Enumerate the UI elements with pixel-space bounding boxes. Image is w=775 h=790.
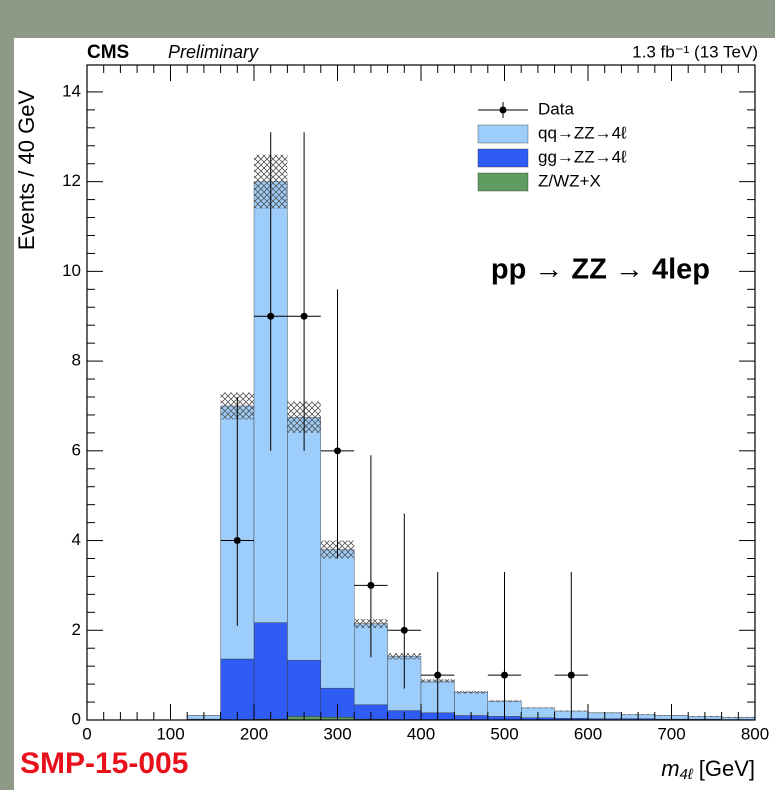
histogram-bar — [220, 658, 255, 720]
x-tick-label: 400 — [407, 724, 435, 743]
data-point — [434, 671, 442, 679]
legend-label: Data — [538, 99, 574, 118]
data-point — [367, 581, 375, 589]
data-point — [567, 671, 575, 679]
y-tick-label: 0 — [72, 709, 81, 728]
x-tick-label: 0 — [82, 724, 91, 743]
legend-label: Z/WZ+X — [538, 171, 601, 190]
data-point — [501, 671, 508, 679]
x-axis-label: m4ℓ [GeV] — [661, 756, 755, 783]
data-point — [334, 447, 341, 455]
y-tick-label: 14 — [62, 81, 81, 100]
y-tick-label: 6 — [72, 440, 81, 459]
legend-swatch — [477, 148, 529, 168]
legend-label: gg→ZZ→4ℓ — [538, 147, 627, 166]
y-tick-label: 12 — [62, 171, 81, 190]
annotation: pp → ZZ → 4lep — [491, 254, 710, 286]
uncertainty-band — [521, 707, 555, 709]
histogram-bar — [253, 622, 288, 720]
histogram-bar — [287, 416, 321, 661]
y-tick-label: 8 — [72, 351, 81, 370]
histogram-bar — [287, 660, 321, 717]
histogram-bar — [320, 549, 355, 689]
x-label-unit: [GeV] — [699, 756, 755, 781]
data-point — [400, 626, 408, 634]
legend-data-marker — [499, 106, 507, 114]
uncertainty-band — [454, 690, 488, 694]
data-point — [267, 312, 275, 320]
x-tick-label: 600 — [574, 724, 602, 743]
x-label-symbol: m — [661, 756, 679, 781]
status: Preliminary — [168, 42, 259, 62]
y-axis-label: Events / 40 GeV — [14, 90, 39, 251]
experiment: CMS — [87, 42, 129, 63]
lumi: 1.3 fb⁻¹ (13 TeV) — [632, 42, 758, 61]
y-tick-label: 4 — [72, 530, 81, 549]
x-tick-label: 300 — [323, 724, 351, 743]
x-tick-label: 500 — [490, 724, 518, 743]
legend-label: qq→ZZ→4ℓ — [538, 123, 627, 142]
data-point — [300, 312, 308, 320]
reference: SMP-15-005 — [20, 747, 188, 780]
x-tick-label: 200 — [240, 724, 268, 743]
x-tick-label: 100 — [156, 724, 184, 743]
legend-swatch — [477, 124, 529, 144]
legend-swatch — [477, 172, 529, 192]
y-tick-label: 10 — [62, 261, 81, 280]
x-tick-label: 800 — [741, 724, 769, 743]
data-point — [233, 537, 241, 545]
x-label-subscript: 4ℓ — [680, 766, 694, 783]
y-tick-label: 2 — [72, 620, 81, 639]
x-tick-label: 700 — [657, 724, 685, 743]
